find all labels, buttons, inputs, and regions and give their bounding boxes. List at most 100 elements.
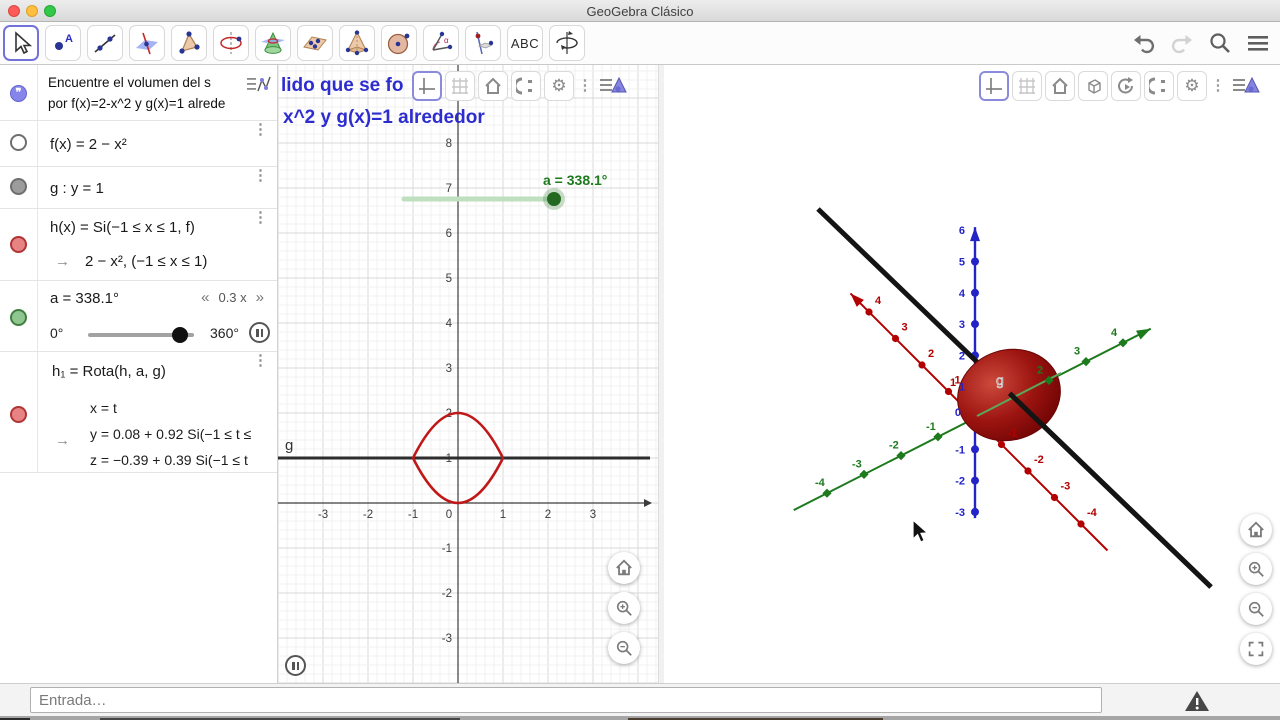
- zoom-out-fab-3d[interactable]: [1240, 593, 1272, 625]
- more-options-button-3d[interactable]: ⋮: [1210, 77, 1226, 94]
- rotate-view-button-3d[interactable]: [1111, 71, 1141, 101]
- tool-point[interactable]: A: [45, 25, 81, 61]
- settings-button-3d[interactable]: ⚙: [1177, 71, 1207, 101]
- tool-text[interactable]: ABC: [507, 25, 543, 61]
- home-view-button-2d[interactable]: [478, 71, 508, 101]
- slider-a-track[interactable]: [88, 327, 194, 343]
- tool-rotate-3d-view[interactable]: [549, 25, 585, 61]
- algebra-row-g[interactable]: g : y = 1 ⋮: [0, 167, 277, 209]
- slider-speed-up-button[interactable]: »: [255, 289, 264, 306]
- algebra-row-h[interactable]: h(x) = Si(−1 ≤ x ≤ 1, f) → 2 − x², (−1 ≤…: [0, 209, 277, 281]
- gear-icon: ⚙: [1184, 76, 1200, 95]
- zoom-window-button[interactable]: [44, 5, 56, 17]
- zoom-out-fab-2d[interactable]: [608, 632, 640, 664]
- slider-speed-value[interactable]: 0.3 x: [218, 290, 247, 305]
- slider-a-thumb[interactable]: [172, 327, 188, 343]
- tool-circle-with-axis[interactable]: [213, 25, 249, 61]
- row-h1-menu-button[interactable]: ⋮: [253, 352, 268, 369]
- close-window-button[interactable]: [8, 5, 20, 17]
- graphics-view-3d[interactable]: -4 -3 -2 -1 1 2 3 4 -4 -3 -2 -1 2 3 4 -3 -2 -1 1 2 3 4 5 6 0 1 g: [664, 65, 1280, 683]
- plane-points-icon: [303, 36, 327, 51]
- toolbar-right-icons: [1130, 25, 1272, 61]
- panel-divider[interactable]: [658, 65, 664, 683]
- show-axes-button-3d[interactable]: [979, 71, 1009, 101]
- minimize-window-button[interactable]: [26, 5, 38, 17]
- algebra-row-f[interactable]: f(x) = 2 − x² ⋮: [0, 121, 277, 167]
- svg-text:-3: -3: [852, 458, 862, 470]
- undo-button[interactable]: [1130, 28, 1158, 58]
- slider-pause-button[interactable]: [249, 322, 270, 343]
- menu-button[interactable]: [1244, 28, 1272, 58]
- tool-move[interactable]: [3, 25, 39, 61]
- tool-pyramid[interactable]: [339, 25, 375, 61]
- visibility-toggle-a[interactable]: [10, 309, 27, 326]
- tool-plane-through-points[interactable]: [297, 25, 333, 61]
- redo-button[interactable]: [1168, 28, 1196, 58]
- svg-text:3: 3: [446, 363, 452, 375]
- slider-a-thumb-2d[interactable]: [547, 192, 561, 206]
- point-capturing-button-3d[interactable]: [1144, 71, 1174, 101]
- visibility-toggle-h[interactable]: [10, 236, 27, 253]
- h1-param-x: x = t: [90, 400, 117, 416]
- zoom-in-fab-3d[interactable]: [1240, 553, 1272, 585]
- row-h-menu-button[interactable]: ⋮: [253, 209, 268, 226]
- home-fab-3d[interactable]: [1240, 514, 1272, 546]
- animation-pause-button-2d[interactable]: [285, 655, 306, 676]
- point-capturing-button-2d[interactable]: [511, 71, 541, 101]
- text-object-marker[interactable]: ❞: [10, 85, 27, 102]
- show-axes-button-2d[interactable]: [412, 71, 442, 101]
- task-text-line2: por f(x)=2-x^2 y g(x)=1 alrede: [48, 96, 226, 111]
- h1-param-z: z = −0.39 + 0.39 Si(−1 ≤ t: [90, 452, 248, 468]
- row-g-menu-button[interactable]: ⋮: [253, 167, 268, 184]
- algebra-stylebar-button[interactable]: [244, 71, 274, 99]
- tool-polygon[interactable]: [171, 25, 207, 61]
- slider-speed-down-button[interactable]: «: [201, 289, 210, 306]
- output-h: 2 − x², (−1 ≤ x ≤ 1): [85, 253, 208, 270]
- show-box-button-3d[interactable]: [1078, 71, 1108, 101]
- formula-f: f(x) = 2 − x²: [50, 136, 127, 153]
- h1-param-y: y = 0.08 + 0.92 Si(−1 ≤ t ≤: [90, 426, 252, 442]
- svg-text:-3: -3: [955, 507, 965, 519]
- more-options-button-2d[interactable]: ⋮: [577, 77, 593, 94]
- show-grid-button-2d[interactable]: [445, 71, 475, 101]
- tool-plane[interactable]: [129, 25, 165, 61]
- svg-text:3: 3: [902, 322, 908, 334]
- graph-3d-canvas[interactable]: -4 -3 -2 -1 1 2 3 4 -4 -3 -2 -1 2 3 4 -3 -2 -1 1 2 3 4 5 6 0 1 g: [664, 65, 1280, 683]
- point-icon: A: [55, 33, 73, 50]
- settings-button-2d[interactable]: ⚙: [544, 71, 574, 101]
- home-icon: [485, 77, 501, 94]
- show-grid-button-3d[interactable]: [1012, 71, 1042, 101]
- home-fab-2d[interactable]: [608, 552, 640, 584]
- tool-angle[interactable]: α: [423, 25, 459, 61]
- grid-icon: [1019, 78, 1035, 94]
- stylebar-toggle-2d[interactable]: [596, 71, 630, 101]
- svg-text:1: 1: [950, 377, 956, 389]
- svg-text:3: 3: [1074, 346, 1080, 358]
- home-view-button-3d[interactable]: [1045, 71, 1075, 101]
- row-f-menu-button[interactable]: ⋮: [253, 121, 268, 138]
- visibility-toggle-g[interactable]: [10, 178, 27, 195]
- zoom-in-fab-2d[interactable]: [608, 592, 640, 624]
- visibility-toggle-h1[interactable]: [10, 406, 27, 423]
- algebra-row-h1[interactable]: h₁ = Rota(h, a, g) → x = t y = 0.08 + 0.…: [0, 352, 277, 473]
- algebra-input-field[interactable]: [30, 687, 1102, 713]
- stylebar-toggle-3d[interactable]: [1229, 71, 1263, 101]
- visibility-toggle-f[interactable]: [10, 134, 27, 151]
- axes-icon: [419, 78, 435, 94]
- fullscreen-fab-3d[interactable]: [1240, 633, 1272, 665]
- svg-text:7: 7: [446, 183, 452, 195]
- svg-text:2: 2: [1037, 364, 1043, 376]
- tool-sphere[interactable]: [381, 25, 417, 61]
- warning-button[interactable]: [1184, 689, 1210, 713]
- curve-h1-2d[interactable]: [411, 457, 505, 505]
- algebra-row-text[interactable]: ❞ Encuentre el volumen del s por f(x)=2-…: [0, 65, 277, 121]
- curve-h-2d[interactable]: [411, 411, 505, 459]
- search-button[interactable]: [1206, 28, 1234, 58]
- tool-perpendicular-line[interactable]: [465, 25, 501, 61]
- algebra-row-slider-a[interactable]: a = 338.1° « 0.3 x » 0° 360°: [0, 281, 277, 352]
- tool-intersect-two-surfaces[interactable]: [255, 25, 291, 61]
- tool-line[interactable]: [87, 25, 123, 61]
- svg-text:6: 6: [959, 225, 965, 237]
